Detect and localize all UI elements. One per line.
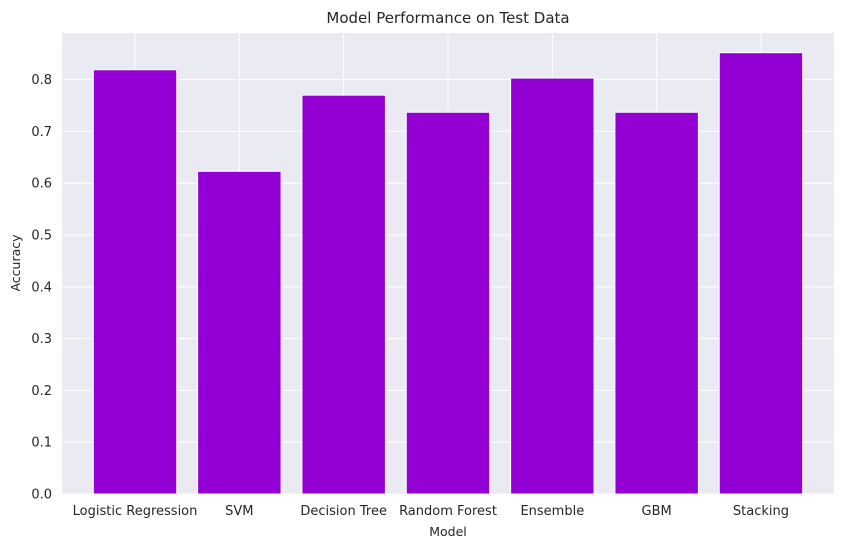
- y-tick-label: 0.3: [31, 332, 52, 347]
- y-tick-label: 0.7: [31, 125, 52, 140]
- x-tick-label: Decision Tree: [300, 504, 387, 519]
- bar-svm: [197, 170, 282, 495]
- bar-ensemble: [510, 77, 595, 495]
- x-tick-label: Stacking: [733, 504, 789, 519]
- bar-stacking: [718, 52, 804, 495]
- x-tick-label: Ensemble: [520, 504, 584, 519]
- bar-gbm: [614, 111, 699, 495]
- y-tick-label: 0.6: [31, 177, 52, 192]
- bar-decision-tree: [301, 94, 386, 495]
- bars: [92, 52, 804, 495]
- y-tick-label: 0.4: [31, 280, 52, 295]
- y-tick-label: 0.1: [31, 436, 52, 451]
- x-tick-label: SVM: [225, 504, 253, 519]
- y-tick-label: 0.0: [31, 488, 52, 503]
- y-axis-ticks: 0.0 0.1 0.2 0.3 0.4 0.5 0.6 0.7 0.8: [31, 73, 52, 502]
- chart-title: Model Performance on Test Data: [326, 9, 569, 27]
- y-tick-label: 0.5: [31, 229, 52, 244]
- bar-logistic-regression: [92, 69, 178, 495]
- y-axis-label: Accuracy: [8, 234, 23, 292]
- x-axis-ticks: Logistic Regression SVM Decision Tree Rando…: [73, 504, 789, 519]
- x-tick-label: Logistic Regression: [73, 504, 198, 519]
- x-tick-label: Random Forest: [399, 504, 497, 519]
- x-axis-label: Model: [429, 524, 467, 539]
- bar-random-forest: [405, 111, 491, 495]
- y-tick-label: 0.8: [31, 73, 52, 88]
- y-tick-label: 0.2: [31, 384, 52, 399]
- x-tick-label: GBM: [642, 504, 672, 519]
